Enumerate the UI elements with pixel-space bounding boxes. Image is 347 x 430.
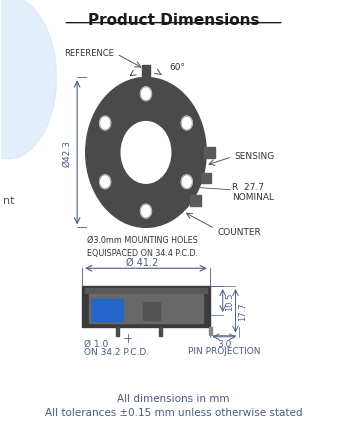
Bar — [89, 294, 203, 323]
Bar — [209, 327, 212, 336]
Text: 10.5: 10.5 — [226, 292, 235, 310]
Text: All dimensions in mm: All dimensions in mm — [117, 393, 230, 403]
Circle shape — [86, 78, 206, 228]
FancyBboxPatch shape — [142, 65, 150, 80]
Circle shape — [141, 88, 152, 101]
Text: REFERENCE: REFERENCE — [64, 49, 114, 58]
Circle shape — [141, 205, 152, 218]
Text: Product Dimensions: Product Dimensions — [88, 13, 259, 28]
Bar — [85, 288, 207, 293]
Bar — [92, 299, 123, 322]
Text: SENSING: SENSING — [235, 152, 275, 161]
Bar — [82, 286, 210, 327]
Bar — [143, 302, 160, 321]
Text: PIN PROJECTION: PIN PROJECTION — [188, 347, 261, 356]
Text: R  27.7: R 27.7 — [232, 183, 264, 192]
Text: 60°: 60° — [169, 63, 185, 72]
Text: COUNTER: COUNTER — [217, 227, 261, 236]
Circle shape — [100, 175, 111, 189]
FancyBboxPatch shape — [191, 196, 201, 206]
Text: Ø42.3: Ø42.3 — [62, 140, 71, 166]
Circle shape — [121, 122, 171, 184]
Text: nt: nt — [3, 195, 15, 205]
FancyBboxPatch shape — [201, 173, 211, 184]
Text: 3.0: 3.0 — [217, 339, 231, 348]
Text: ON 34.2 P.C.D.: ON 34.2 P.C.D. — [84, 347, 149, 356]
Circle shape — [181, 175, 192, 189]
Text: All tolerances ±0.15 mm unless otherwise stated: All tolerances ±0.15 mm unless otherwise… — [45, 407, 302, 418]
Ellipse shape — [0, 0, 57, 160]
Text: Ø3.0mm MOUNTING HOLES
EQUISPACED ON 34.4 P.C.D.: Ø3.0mm MOUNTING HOLES EQUISPACED ON 34.4… — [87, 236, 198, 257]
Bar — [116, 327, 119, 337]
Circle shape — [100, 117, 111, 131]
Text: NOMINAL: NOMINAL — [232, 192, 274, 201]
Text: 17.7: 17.7 — [238, 302, 247, 320]
Text: Ø 1.0: Ø 1.0 — [84, 339, 108, 348]
Circle shape — [181, 117, 192, 131]
Bar — [159, 327, 162, 337]
FancyBboxPatch shape — [204, 148, 215, 158]
Text: Ø 41.2: Ø 41.2 — [126, 257, 159, 267]
